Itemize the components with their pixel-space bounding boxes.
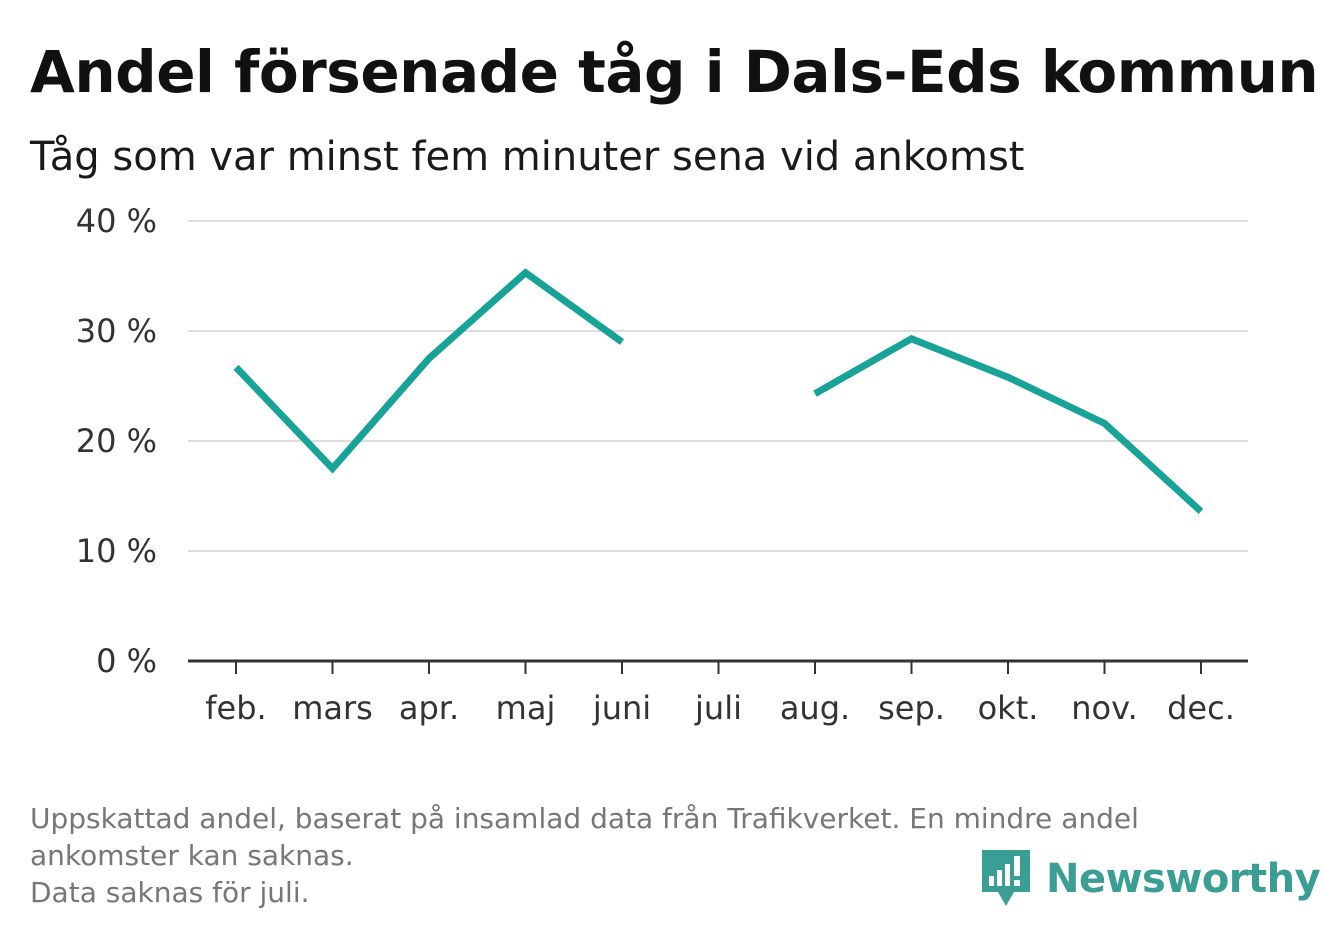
- footnote-line-1: Uppskattad andel, baserat på insamlad da…: [30, 802, 1139, 835]
- x-tick-label: dec.: [1167, 689, 1235, 727]
- newsworthy-bar-chart-icon: [982, 850, 1030, 906]
- y-tick-label: 30 %: [76, 312, 157, 350]
- series-line-segment: [233, 268, 625, 474]
- x-tick-label: mars: [292, 689, 373, 727]
- x-tick-label: feb.: [205, 689, 266, 727]
- footnote-line-2: ankomster kan saknas.: [30, 839, 354, 872]
- x-tick-label: sep.: [878, 689, 945, 727]
- footnote-line-3: Data saknas för juli.: [30, 876, 310, 909]
- y-tick-label: 10 %: [76, 532, 157, 570]
- series-line-segment: [813, 334, 1204, 514]
- x-tick-label: apr.: [399, 689, 459, 727]
- y-tick-label: 20 %: [76, 422, 157, 460]
- x-tick-label: aug.: [780, 689, 850, 727]
- x-axis: feb. mars apr. maj juni juli aug. sep. okt. nov. d…: [188, 659, 1248, 727]
- x-tick-label: juli: [694, 689, 742, 727]
- x-tick-label: nov.: [1071, 689, 1137, 727]
- footnote: Uppskattad andel, baserat på insamlad da…: [30, 800, 1280, 911]
- y-tick-label: 0 %: [96, 642, 157, 680]
- y-tick-label: 40 %: [76, 202, 157, 240]
- chart-title: Andel försenade tåg i Dals-Eds kommun: [30, 38, 1319, 106]
- chart-subtitle: Tåg som var minst fem minuter sena vid a…: [30, 134, 1025, 180]
- newsworthy-logo: Newsworthy: [980, 848, 1321, 910]
- x-tick-label: juni: [592, 689, 651, 727]
- line-chart: 0 % 10 % 20 % 30 % 40 % feb. mars apr. maj juni j…: [76, 202, 1248, 727]
- logo-text: Newsworthy: [1046, 856, 1321, 902]
- gridlines: [188, 220, 1248, 552]
- x-tick-label: okt.: [978, 689, 1039, 727]
- x-tick-label: maj: [496, 689, 556, 727]
- y-axis-ticks: 0 % 10 % 20 % 30 % 40 %: [76, 202, 157, 680]
- series-lines: [233, 268, 1204, 514]
